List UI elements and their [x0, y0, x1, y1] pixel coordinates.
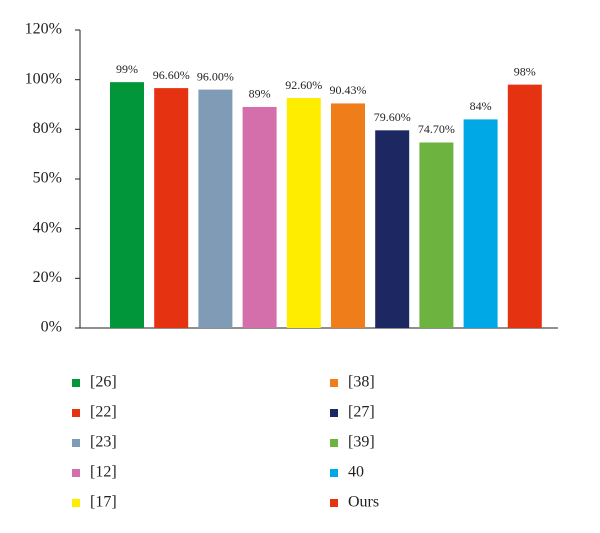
y-tick-label: 0% — [41, 319, 62, 336]
bar — [286, 98, 321, 328]
y-tick-label: 80% — [33, 120, 62, 137]
bar — [154, 88, 189, 328]
value-label: 74.70% — [418, 122, 455, 136]
y-tick-label: 40% — [33, 219, 62, 236]
legend-label: [23] — [90, 434, 117, 451]
legend-label: Ours — [348, 494, 379, 511]
legend-label: [38] — [348, 374, 375, 391]
value-label: 89% — [249, 87, 271, 101]
value-label: 98% — [514, 64, 536, 78]
legend-swatch — [72, 409, 80, 417]
value-label: 99% — [116, 62, 138, 76]
y-tick-label: 120% — [25, 21, 62, 38]
bar — [507, 84, 542, 328]
y-tick-label: 20% — [33, 269, 62, 286]
bar — [463, 119, 498, 329]
value-label: 92.60% — [285, 78, 322, 92]
bar — [375, 130, 410, 328]
legend-swatch — [330, 439, 338, 447]
legend-swatch — [330, 409, 338, 417]
legend-swatch — [72, 469, 80, 477]
legend-swatch — [72, 439, 80, 447]
y-tick-label: 100% — [25, 70, 62, 87]
bar — [198, 89, 233, 328]
legend-label: [27] — [348, 404, 375, 421]
legend-swatch — [330, 379, 338, 387]
legend-label: [17] — [90, 494, 117, 511]
bar — [331, 103, 365, 329]
legend-label: [22] — [90, 404, 117, 421]
legend-label: [12] — [90, 464, 117, 481]
bar — [419, 142, 454, 328]
value-label: 79.60% — [374, 110, 411, 124]
legend-swatch — [330, 499, 338, 507]
legend-swatch — [330, 469, 338, 477]
legend-label: [39] — [348, 434, 375, 451]
value-label: 96.60% — [153, 68, 190, 82]
legend-label: [26] — [90, 374, 117, 391]
legend-swatch — [72, 499, 80, 507]
bar — [242, 106, 277, 328]
value-label: 90.43% — [330, 83, 367, 97]
legend-swatch — [72, 379, 80, 387]
value-label: 84% — [470, 99, 492, 113]
y-tick-label: 50% — [33, 170, 62, 187]
legend-label: 40 — [348, 464, 364, 481]
bar — [110, 82, 144, 329]
value-label: 96.00% — [197, 69, 234, 83]
